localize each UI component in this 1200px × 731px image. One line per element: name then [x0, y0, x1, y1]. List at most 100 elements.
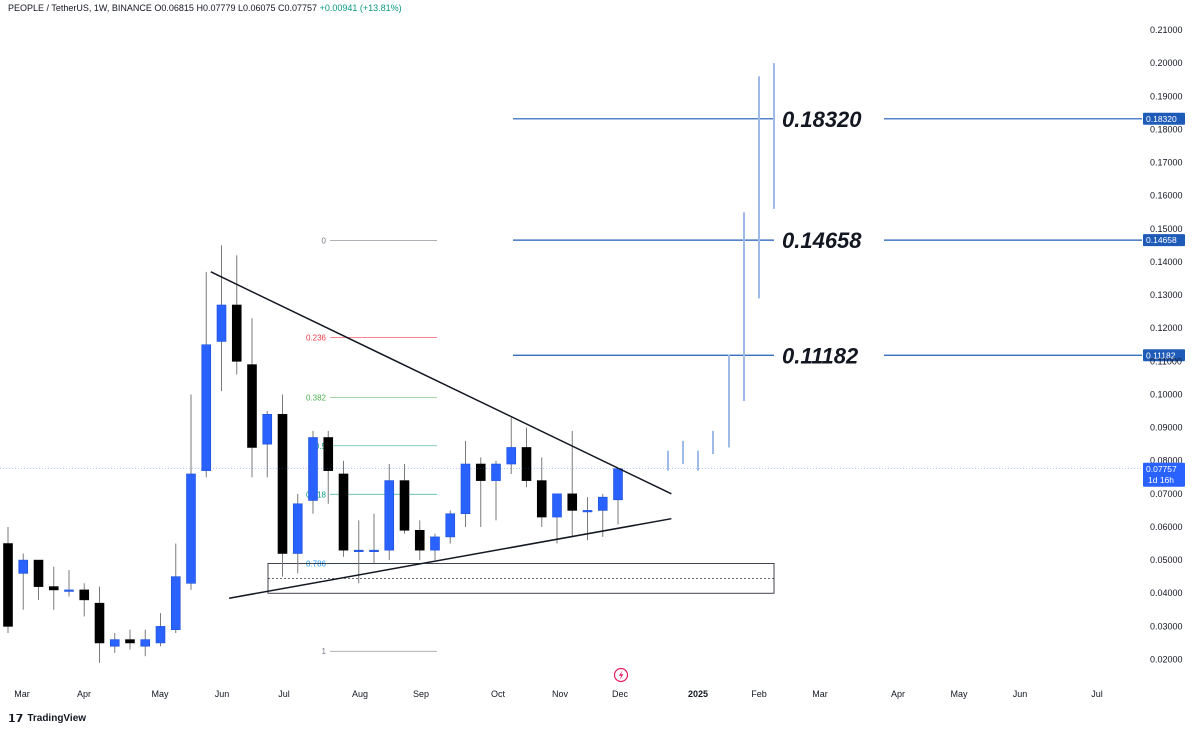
candle-body-bear	[247, 364, 257, 448]
candle	[125, 629, 135, 650]
candle	[170, 543, 181, 633]
target-label: 0.18320	[782, 107, 862, 132]
candle	[79, 583, 90, 617]
candle-body-bull	[613, 468, 623, 501]
y-tick-label: 0.05000	[1150, 555, 1183, 565]
candle-body-bear	[338, 473, 349, 551]
target-level: 0.11182 0.11182	[513, 343, 1185, 368]
x-tick-label: Jul	[1091, 689, 1103, 699]
candle-body-bull	[140, 639, 151, 647]
x-tick-label: Aug	[352, 689, 368, 699]
candle-body-bull	[552, 493, 562, 518]
target-level: 0.18320 0.18320	[513, 107, 1185, 132]
symbol-label: PEOPLE / TetherUS, 1W, BINANCE	[8, 3, 152, 13]
y-tick-label: 0.03000	[1150, 621, 1183, 631]
candle-body-bear	[125, 639, 135, 644]
y-tick-label: 0.06000	[1150, 522, 1183, 532]
bar-countdown: 1d 16h	[1148, 475, 1174, 485]
fib-level: 0.5	[315, 442, 437, 451]
x-tick-label: Mar	[14, 689, 30, 699]
candle	[247, 318, 257, 478]
candle	[109, 632, 120, 653]
y-tick-label: 0.02000	[1150, 655, 1183, 665]
candle	[460, 440, 471, 527]
x-tick-label: May	[151, 689, 169, 699]
candle-body-bull	[430, 536, 440, 551]
candle	[308, 430, 318, 514]
x-tick-label: Oct	[491, 689, 506, 699]
candle	[491, 460, 501, 521]
candle	[94, 586, 105, 663]
candle-body-bull	[506, 447, 517, 465]
candle-body-bear	[536, 480, 547, 518]
y-tick-label: 0.11000	[1150, 356, 1182, 366]
candle-body-bear	[475, 463, 486, 481]
y-tick-label: 0.16000	[1150, 191, 1183, 201]
x-tick-label: Dec	[612, 689, 629, 699]
tradingview-logo[interactable]: 𝟭𝟳 TradingView	[8, 712, 86, 725]
x-tick-label: Feb	[751, 689, 767, 699]
y-tick-label: 0.10000	[1150, 389, 1183, 399]
y-tick-label: 0.12000	[1150, 323, 1183, 333]
target-price-tag-text: 0.18320	[1146, 114, 1177, 124]
x-tick-label: Jun	[215, 689, 230, 699]
candle	[613, 467, 623, 525]
x-tick-label: May	[950, 689, 968, 699]
candle	[430, 533, 440, 561]
candle-body-bear	[414, 529, 425, 551]
candle	[353, 520, 364, 584]
y-tick-label: 0.20000	[1150, 58, 1183, 68]
candle-body-bear	[3, 543, 13, 627]
candle-body-bull	[262, 414, 273, 445]
y-tick-label: 0.17000	[1150, 158, 1183, 168]
candle	[216, 245, 227, 392]
current-price-tag	[1143, 462, 1185, 487]
y-tick-label: 0.08000	[1150, 456, 1183, 466]
fib-level: 0.618	[306, 490, 437, 499]
fib-label: 0.382	[306, 393, 327, 402]
tradingview-icon: 𝟭𝟳	[8, 713, 24, 725]
support-zone	[267, 563, 775, 594]
candle-body-bear	[399, 480, 410, 531]
candle	[201, 271, 212, 478]
candle	[369, 513, 379, 564]
candle-body-bull	[369, 549, 379, 552]
candle	[3, 526, 13, 633]
chart-header: PEOPLE / TetherUS, 1W, BINANCE O0.06815 …	[8, 3, 402, 13]
candle	[277, 394, 288, 577]
candle	[186, 394, 196, 590]
target-price-tag-text: 0.11182	[1146, 350, 1176, 360]
candle	[48, 566, 59, 610]
candle-body-bear	[33, 559, 44, 587]
current-price-text: 0.07757	[1146, 464, 1177, 474]
candle	[18, 553, 29, 610]
candle-body-bear	[48, 586, 59, 591]
fib-level: 0	[322, 236, 437, 245]
fib-label: 0.236	[306, 333, 327, 342]
candle	[338, 460, 349, 557]
lightning-icon[interactable]	[613, 667, 629, 683]
target-price-tag	[1143, 112, 1185, 125]
candle	[536, 457, 547, 527]
x-tick-label: Sep	[413, 689, 429, 699]
candle-body-bull	[170, 576, 181, 630]
fib-level: 1	[322, 647, 437, 656]
candle-body-bull	[155, 626, 166, 644]
triangle-upper-trendline	[210, 271, 672, 495]
candle-body-bull	[109, 639, 120, 647]
y-tick-label: 0.09000	[1150, 423, 1183, 433]
candle	[155, 613, 166, 647]
brand-name: TradingView	[27, 713, 87, 724]
target-label: 0.11182	[782, 343, 859, 368]
price-change: +0.00941 (+13.81%)	[319, 3, 402, 13]
candlestick-series	[3, 245, 623, 663]
fib-label: 1	[322, 647, 327, 656]
candle-body-bear	[323, 437, 334, 471]
candle	[262, 411, 273, 478]
candle	[445, 510, 456, 544]
candle-body-bull	[597, 496, 608, 511]
fib-level: 0.236	[306, 333, 437, 342]
fib-label: 0	[322, 236, 327, 245]
